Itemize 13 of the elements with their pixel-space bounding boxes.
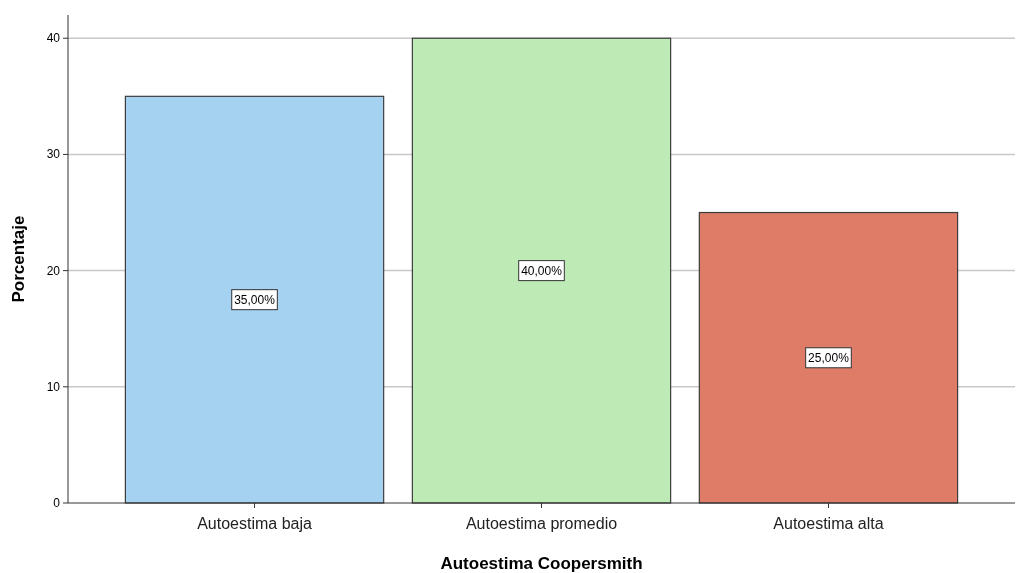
y-axis-title: Porcentaje	[9, 215, 28, 303]
x-tick-label: Autoestima alta	[773, 515, 884, 532]
y-tick-label: 30	[46, 147, 61, 162]
x-tick-label: Autoestima baja	[197, 515, 312, 532]
y-tick-label: 0	[53, 496, 61, 510]
y-tick-label: 10	[46, 379, 61, 394]
data-label: 40,00%	[521, 263, 563, 278]
x-axis-title: Autoestima Coopersmith	[440, 554, 643, 573]
y-tick-label: 40	[46, 31, 61, 46]
x-tick-label: Autoestima promedio	[465, 515, 618, 532]
y-tick-label: 20	[46, 263, 61, 278]
data-label: 35,00%	[234, 292, 276, 307]
data-label: 25,00%	[808, 350, 850, 365]
